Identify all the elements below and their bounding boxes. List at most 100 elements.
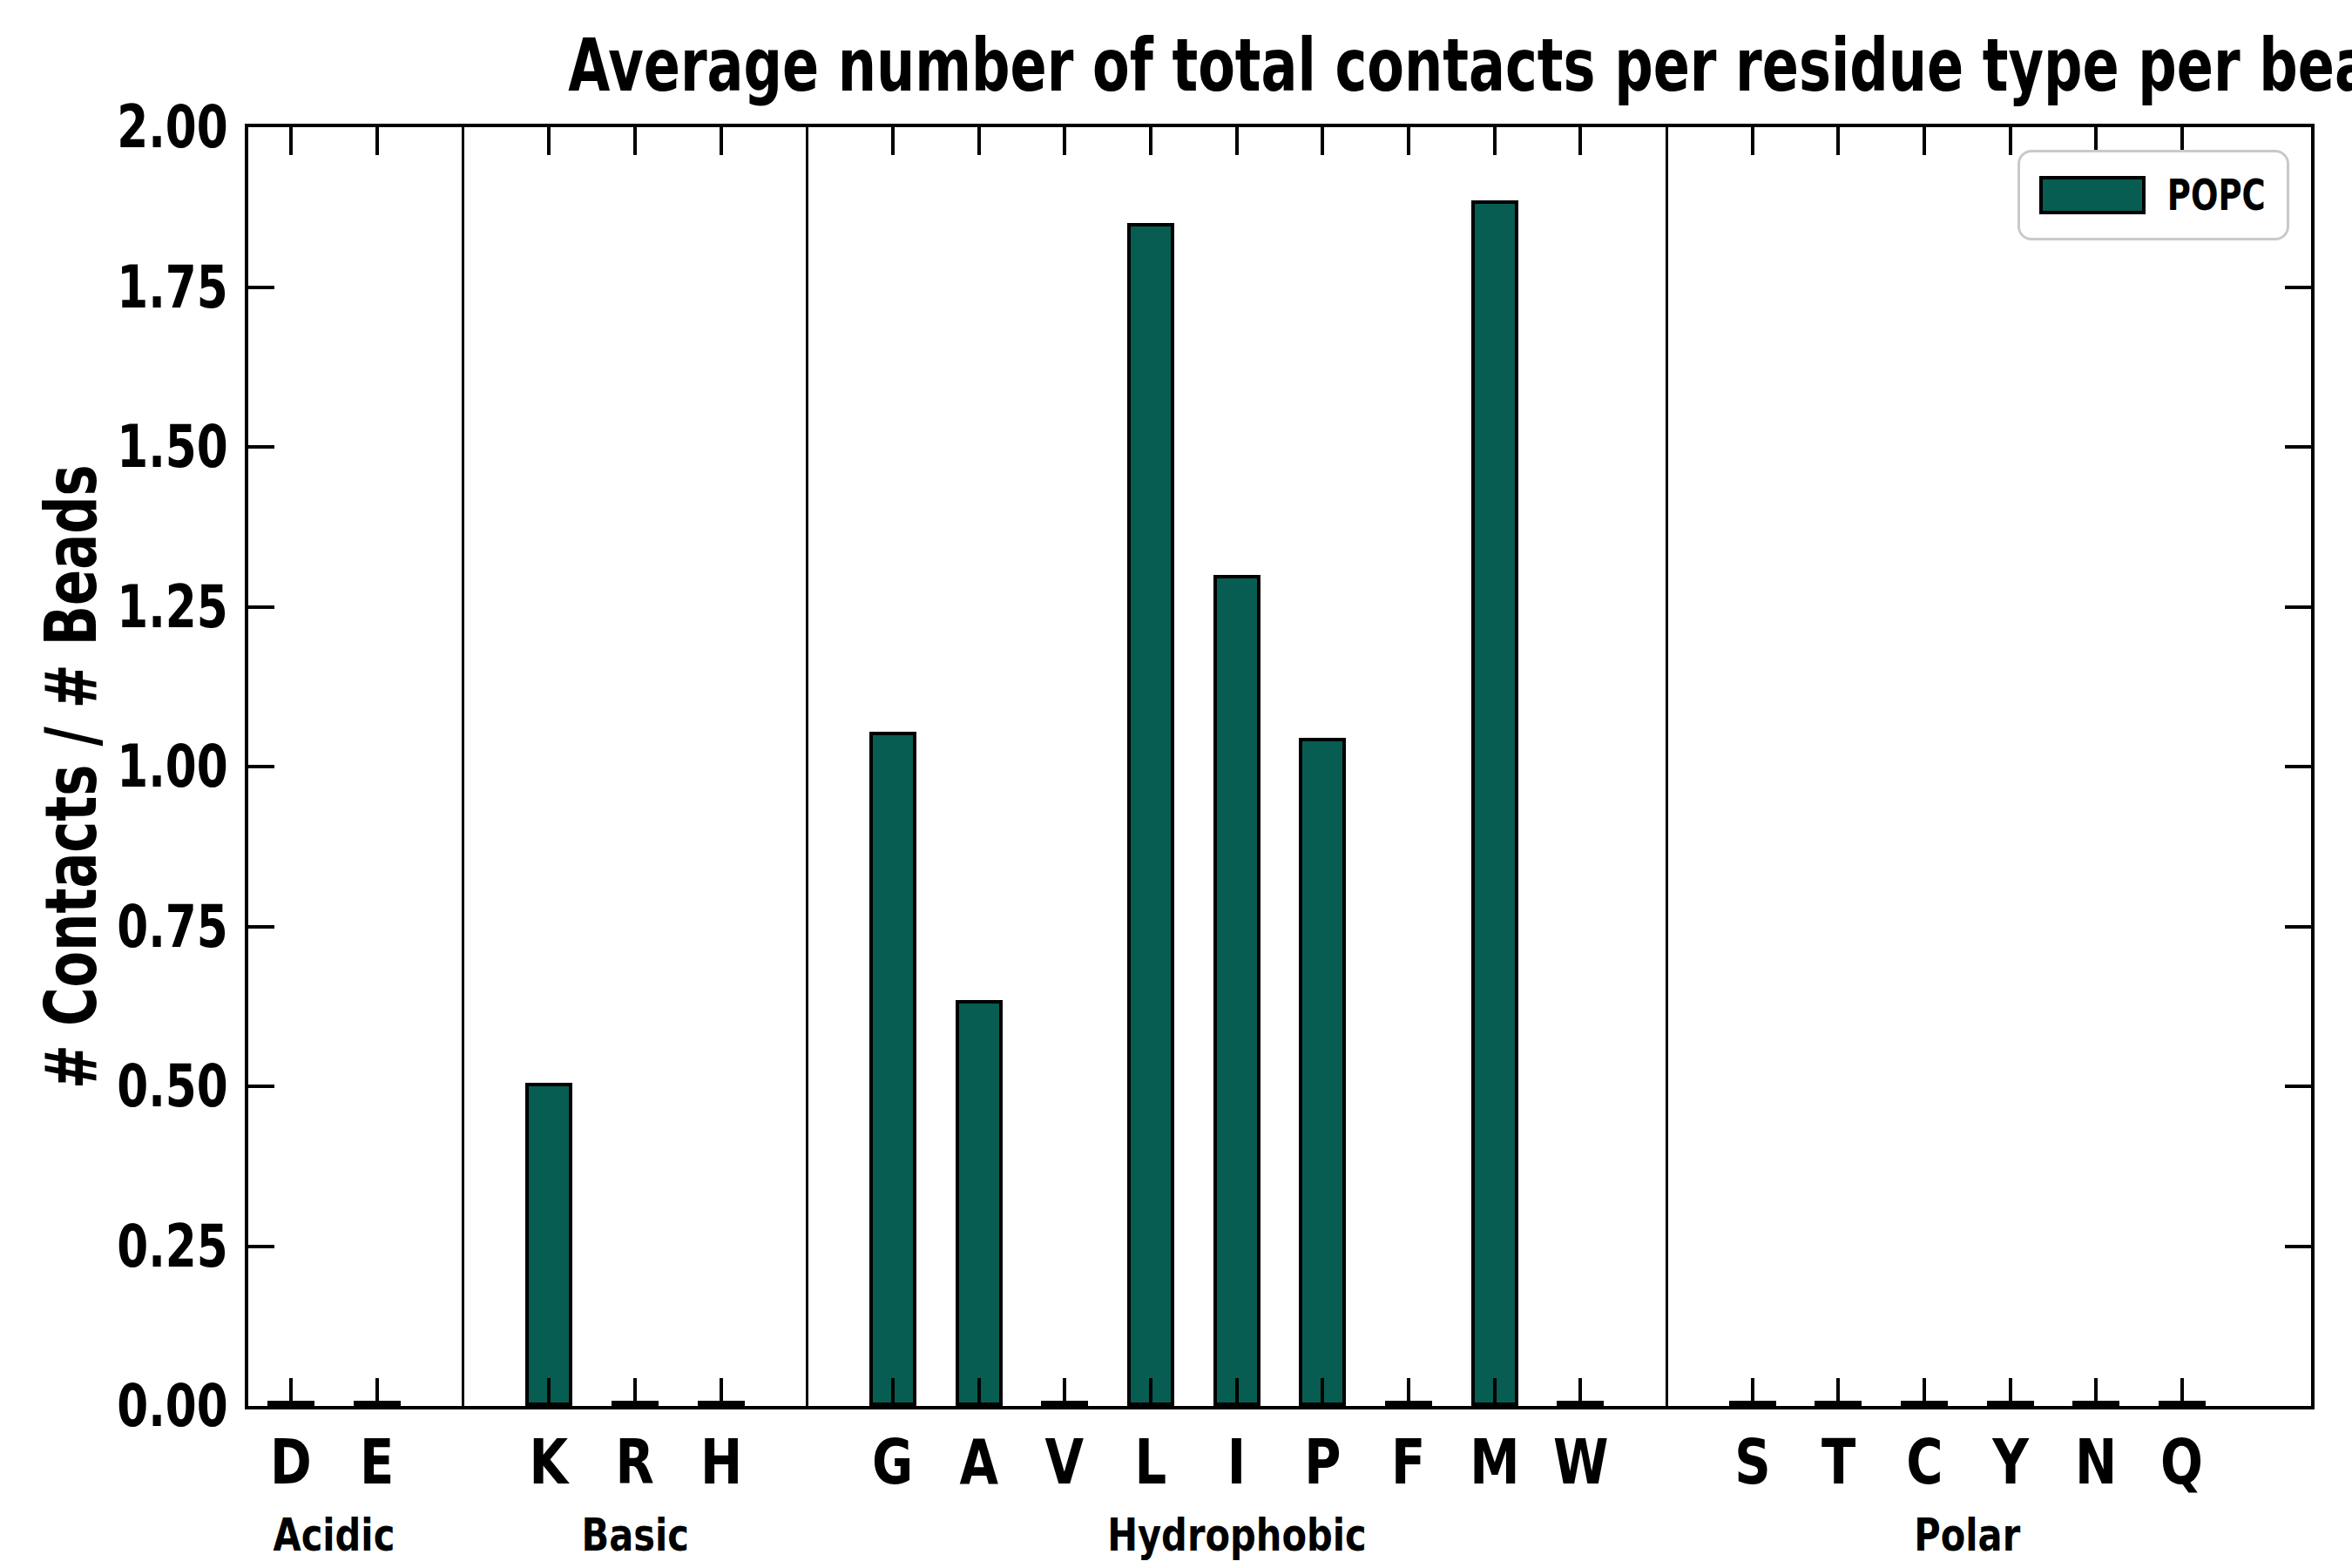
y-tick-label-text: 1.50: [117, 417, 228, 476]
x-tick-bottom-Y: [2009, 1378, 2012, 1406]
x-tick-top-F: [1407, 127, 1410, 155]
group-label-polar: Polar: [1775, 1511, 2159, 1559]
chart-title-text: Average number of total contacts per res…: [568, 23, 2352, 108]
x-axis-letter-text: R: [616, 1429, 654, 1495]
y-tick-right-1.50: [2285, 445, 2311, 449]
x-axis-letter-text: S: [1734, 1429, 1770, 1495]
y-tick-left-0.25: [248, 1245, 274, 1248]
x-tick-top-P: [1321, 127, 1324, 155]
y-tick-label-2.00: 2.00: [54, 98, 228, 157]
y-tick-right-0.25: [2285, 1245, 2311, 1248]
y-tick-label-1.50: 1.50: [54, 417, 228, 476]
x-tick-bottom-K: [547, 1378, 551, 1406]
x-tick-bottom-R: [633, 1378, 637, 1406]
bar-G: [869, 732, 916, 1406]
x-axis-letter-text: V: [1045, 1429, 1085, 1495]
x-axis-letter-text: K: [530, 1429, 569, 1495]
x-tick-bottom-M: [1493, 1378, 1497, 1406]
x-axis-letter-text: C: [1906, 1429, 1943, 1495]
x-tick-bottom-C: [1923, 1378, 1926, 1406]
x-axis-letter-text: M: [1470, 1429, 1519, 1495]
y-tick-left-0.75: [248, 925, 274, 929]
x-tick-bottom-Q: [2180, 1378, 2184, 1406]
x-axis-letter-Q: Q: [2121, 1429, 2243, 1495]
y-tick-label-text: 1.75: [117, 258, 228, 317]
group-label-text: Acidic: [274, 1511, 395, 1559]
x-tick-top-Y: [2009, 127, 2012, 155]
y-tick-left-1.50: [248, 445, 274, 449]
x-axis-letter-text: Q: [2161, 1429, 2204, 1495]
y-tick-label-text: 1.25: [117, 578, 228, 637]
x-axis-letter-text: H: [700, 1429, 742, 1495]
y-tick-label-text: 2.00: [117, 98, 228, 157]
y-tick-left-1.75: [248, 286, 274, 289]
chart-title: Average number of total contacts per res…: [245, 23, 2315, 108]
group-label-basic: Basic: [443, 1511, 827, 1559]
x-tick-top-C: [1923, 127, 1926, 155]
x-axis-letter-text: I: [1227, 1429, 1246, 1495]
x-axis-letter-H: H: [660, 1429, 782, 1495]
x-tick-bottom-F: [1407, 1378, 1410, 1406]
plot-area: [245, 124, 2315, 1409]
y-tick-left-1.25: [248, 605, 274, 609]
x-tick-top-T: [1836, 127, 1840, 155]
bar-I: [1213, 575, 1260, 1406]
x-tick-top-E: [375, 127, 379, 155]
y-tick-right-1.25: [2285, 605, 2311, 609]
x-tick-top-V: [1063, 127, 1066, 155]
x-tick-bottom-W: [1578, 1378, 1582, 1406]
x-tick-bottom-A: [977, 1378, 981, 1406]
legend-swatch-popc: [2039, 176, 2146, 214]
group-separator: [806, 127, 808, 1406]
group-label-text: Hydrophobic: [1107, 1511, 1366, 1559]
y-tick-right-0.75: [2285, 925, 2311, 929]
x-tick-top-K: [547, 127, 551, 155]
x-tick-bottom-N: [2094, 1378, 2098, 1406]
x-axis-letter-text: W: [1553, 1429, 1609, 1495]
x-tick-top-H: [720, 127, 723, 155]
x-tick-top-L: [1149, 127, 1152, 155]
group-label-text: Basic: [581, 1511, 688, 1559]
bar-A: [956, 1000, 1003, 1406]
x-axis-letter-text: E: [360, 1429, 394, 1495]
x-axis-letter-text: F: [1391, 1429, 1425, 1495]
x-tick-bottom-E: [375, 1378, 379, 1406]
y-tick-label-0.00: 0.00: [54, 1376, 228, 1436]
x-axis-letter-text: P: [1304, 1429, 1341, 1495]
x-tick-bottom-T: [1836, 1378, 1840, 1406]
x-tick-top-D: [289, 127, 293, 155]
y-tick-left-1.00: [248, 765, 274, 768]
group-separator: [462, 127, 464, 1406]
bar-M: [1471, 200, 1518, 1406]
x-axis-letter-text: Y: [1992, 1429, 2029, 1495]
chart-canvas: Average number of total contacts per res…: [0, 0, 2352, 1568]
x-axis-letter-E: E: [316, 1429, 438, 1495]
x-axis-letter-text: L: [1135, 1429, 1167, 1495]
group-label-hydrophobic: Hydrophobic: [1045, 1511, 1429, 1559]
x-axis-letter-text: A: [959, 1429, 998, 1495]
x-tick-bottom-P: [1321, 1378, 1324, 1406]
x-tick-bottom-D: [289, 1378, 293, 1406]
y-tick-label-text: 1.00: [117, 737, 228, 796]
bar-P: [1299, 738, 1346, 1406]
x-tick-bottom-I: [1235, 1378, 1239, 1406]
x-tick-bottom-S: [1751, 1378, 1754, 1406]
y-tick-label-text: 0.00: [117, 1376, 228, 1436]
x-axis-letter-W: W: [1519, 1429, 1641, 1495]
x-tick-bottom-H: [720, 1378, 723, 1406]
x-axis-letter-text: T: [1821, 1429, 1855, 1495]
y-tick-label-1.00: 1.00: [54, 737, 228, 796]
legend-label-text: POPC: [2167, 170, 2266, 220]
y-tick-label-0.25: 0.25: [54, 1217, 228, 1276]
y-tick-label-1.25: 1.25: [54, 578, 228, 637]
y-tick-label-text: 0.50: [117, 1057, 228, 1116]
legend: POPC: [2017, 150, 2289, 240]
y-tick-label-text: 0.75: [117, 897, 228, 956]
y-tick-label-1.75: 1.75: [54, 258, 228, 317]
x-tick-top-G: [891, 127, 895, 155]
x-tick-top-I: [1235, 127, 1239, 155]
y-tick-label-0.50: 0.50: [54, 1057, 228, 1116]
x-tick-bottom-V: [1063, 1378, 1066, 1406]
x-tick-bottom-L: [1149, 1378, 1152, 1406]
x-tick-top-R: [633, 127, 637, 155]
